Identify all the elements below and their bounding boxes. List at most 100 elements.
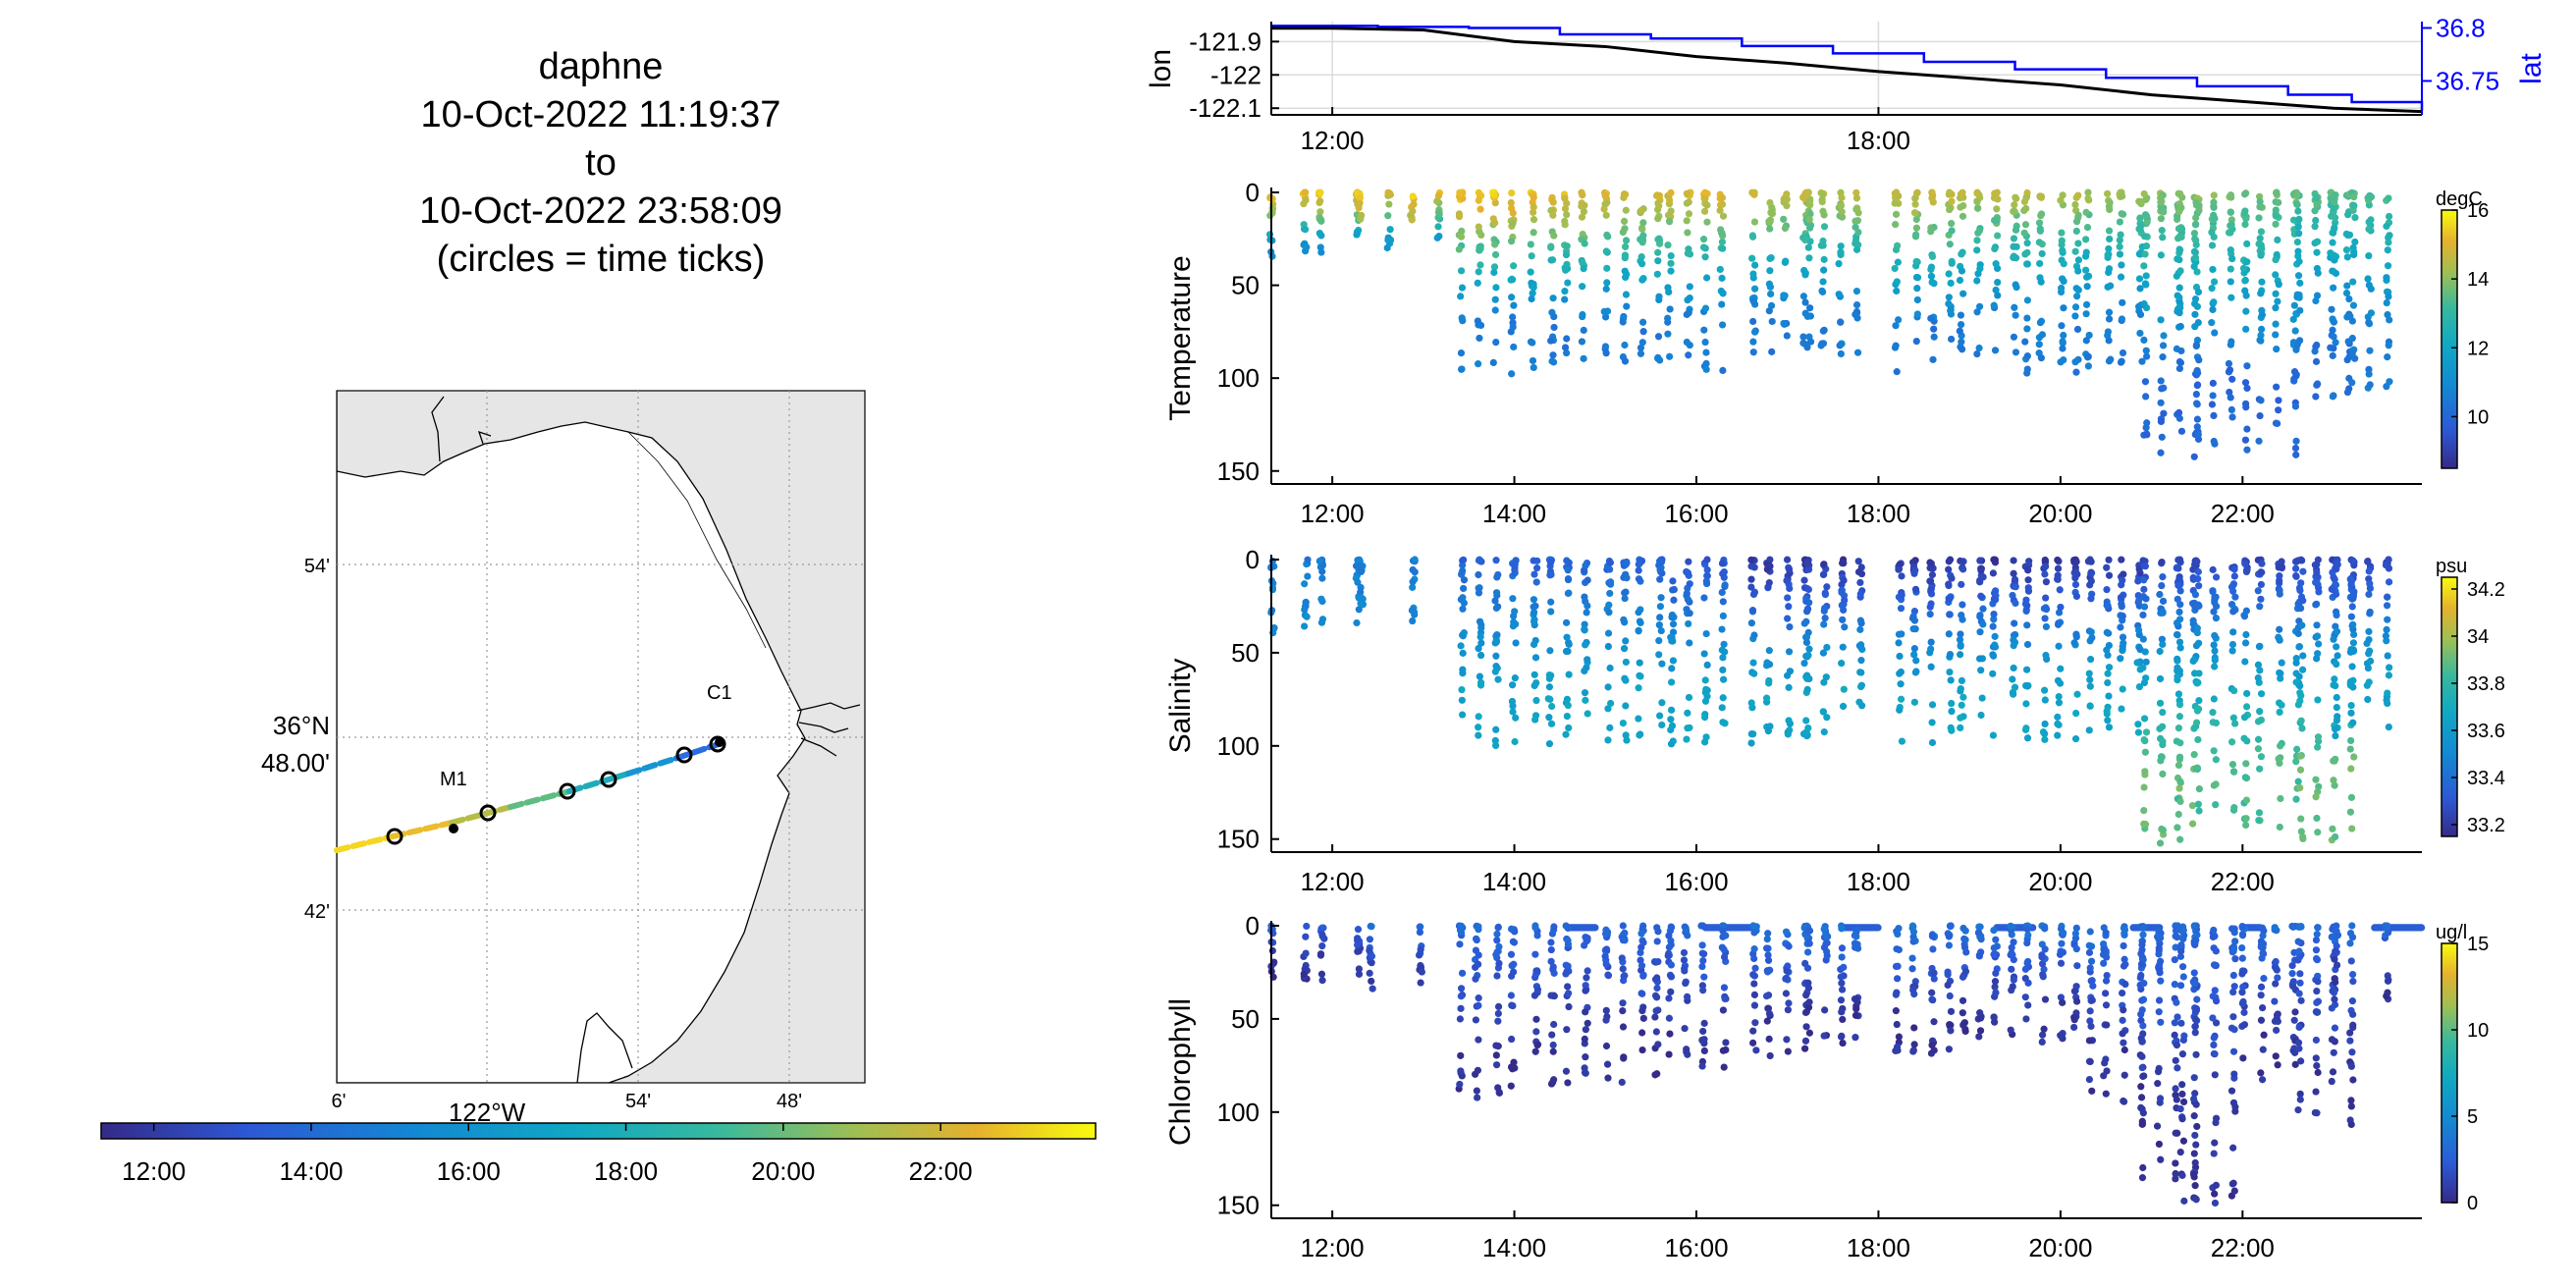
temperature-point bbox=[1766, 254, 1774, 262]
chlorophyll-point bbox=[1683, 993, 1691, 1000]
salinity-point bbox=[1686, 639, 1693, 647]
salinity-colorbar-tick-label: 33.8 bbox=[2467, 673, 2505, 695]
salinity-point bbox=[2385, 556, 2392, 564]
chlorophyll-point bbox=[2136, 974, 2144, 982]
chlorophyll-point bbox=[2137, 1083, 2145, 1091]
temperature-point bbox=[1958, 338, 1965, 346]
temperature-point bbox=[1654, 215, 1662, 223]
temperature-point bbox=[2060, 331, 2067, 340]
salinity-point bbox=[1895, 639, 1903, 647]
salinity-point bbox=[2229, 628, 2237, 636]
chlorophyll-point bbox=[1547, 957, 1555, 965]
salinity-point bbox=[1548, 702, 1556, 711]
temperature-point bbox=[2239, 264, 2248, 272]
chlorophyll-point bbox=[1474, 960, 1482, 968]
salinity-point bbox=[1838, 601, 1846, 610]
temperature-point bbox=[1958, 267, 1966, 275]
salinity-point bbox=[2229, 714, 2237, 722]
temperature-point bbox=[1530, 229, 1537, 237]
chlorophyll-point bbox=[1682, 979, 1690, 988]
salinity-point bbox=[2384, 652, 2391, 660]
temperature-point bbox=[2193, 400, 2201, 407]
temperature-point bbox=[1801, 298, 1809, 306]
chlorophyll-point bbox=[2024, 957, 2032, 966]
chlorophyll-point bbox=[2257, 1016, 2266, 1024]
chlorophyll-point bbox=[2140, 979, 2148, 988]
map-lon-tick-54: 54' bbox=[625, 1091, 651, 1112]
temperature-point bbox=[1750, 285, 1759, 293]
salinity-point bbox=[1977, 711, 1985, 720]
chlorophyll-point bbox=[2041, 945, 2049, 953]
salinity-point bbox=[1636, 731, 1643, 739]
salinity-point bbox=[2255, 643, 2264, 651]
chlorophyll-point bbox=[2024, 979, 2032, 987]
temperature-point bbox=[2227, 405, 2235, 414]
chlorophyll-point bbox=[2103, 1067, 2111, 1075]
chlorophyll-point bbox=[1638, 1046, 1646, 1054]
chlorophyll-point bbox=[1945, 941, 1954, 949]
temperature-point bbox=[2023, 248, 2031, 256]
salinity-point bbox=[1301, 622, 1309, 630]
temperature-point bbox=[1748, 233, 1757, 241]
temperature-point bbox=[2274, 419, 2281, 428]
temperature-point bbox=[1550, 358, 1558, 366]
salinity-point bbox=[1492, 663, 1500, 671]
temperature-point bbox=[1803, 344, 1811, 351]
salinity-point bbox=[2296, 783, 2304, 792]
temperature-point bbox=[1818, 197, 1826, 206]
chlorophyll-point bbox=[1581, 941, 1588, 949]
chlorophyll-point bbox=[2192, 1100, 2200, 1108]
salinity-point bbox=[2158, 581, 2166, 590]
temperature-point bbox=[1578, 213, 1586, 221]
chlorophyll-point bbox=[1418, 968, 1425, 976]
salinity-point bbox=[1547, 720, 1556, 727]
salinity-point bbox=[1604, 642, 1612, 651]
temperature-point bbox=[2175, 284, 2183, 292]
salinity-point bbox=[1636, 659, 1643, 667]
salinity-point bbox=[2189, 820, 2197, 828]
temperature-point bbox=[1475, 268, 1482, 276]
chlorophyll-point bbox=[2139, 995, 2148, 1003]
salinity-point bbox=[2257, 595, 2265, 603]
salinity-point bbox=[1460, 556, 1468, 564]
temperature-point bbox=[2385, 342, 2392, 349]
temperature-point bbox=[1602, 247, 1610, 255]
temperature-point bbox=[2208, 401, 2217, 408]
temperature-point bbox=[2328, 305, 2335, 313]
chlorophyll-point bbox=[2314, 978, 2322, 986]
temperature-point bbox=[2313, 292, 2322, 299]
chlorophyll-point bbox=[2086, 1007, 2094, 1015]
salinity-point bbox=[2085, 670, 2093, 677]
chlorophyll-point bbox=[1619, 1006, 1627, 1015]
chlorophyll-point bbox=[1511, 928, 1519, 936]
chlorophyll-point bbox=[2229, 944, 2238, 953]
track-map: 54' 42' 36°N 48.00' 6' 54' 48' 122°W C1 bbox=[261, 390, 866, 1127]
salinity-point bbox=[2210, 608, 2218, 616]
salinity-point bbox=[1928, 719, 1936, 726]
chlorophyll-point bbox=[1895, 945, 1903, 954]
temperature-point bbox=[2083, 224, 2092, 232]
salinity-point bbox=[2055, 609, 2064, 617]
chlorophyll-point bbox=[1838, 1008, 1846, 1016]
salinity-point bbox=[1719, 612, 1727, 619]
chlorophyll-point bbox=[1665, 1050, 1673, 1058]
salinity-point bbox=[2041, 615, 2049, 622]
salinity-point bbox=[1989, 670, 1997, 677]
chlorophyll-point bbox=[1474, 1094, 1481, 1101]
salinity-point bbox=[2258, 560, 2266, 567]
salinity-point bbox=[2105, 664, 2114, 671]
chlorophyll-point bbox=[1652, 1028, 1660, 1036]
temperature-point bbox=[2295, 230, 2303, 238]
salinity-x-tick-label: 12:00 bbox=[1301, 867, 1365, 896]
chlorophyll-point bbox=[2008, 949, 2015, 957]
temperature-point bbox=[1701, 253, 1709, 261]
chlorophyll-point bbox=[2211, 1071, 2219, 1079]
salinity-point bbox=[2256, 708, 2264, 716]
salinity-point bbox=[2231, 720, 2239, 727]
temperature-point bbox=[1767, 290, 1775, 298]
salinity-point bbox=[2158, 558, 2166, 566]
temperature-point bbox=[2210, 437, 2218, 446]
salinity-point bbox=[1304, 572, 1312, 580]
chlorophyll-point bbox=[1992, 989, 2000, 996]
chlorophyll-point bbox=[1457, 922, 1466, 930]
